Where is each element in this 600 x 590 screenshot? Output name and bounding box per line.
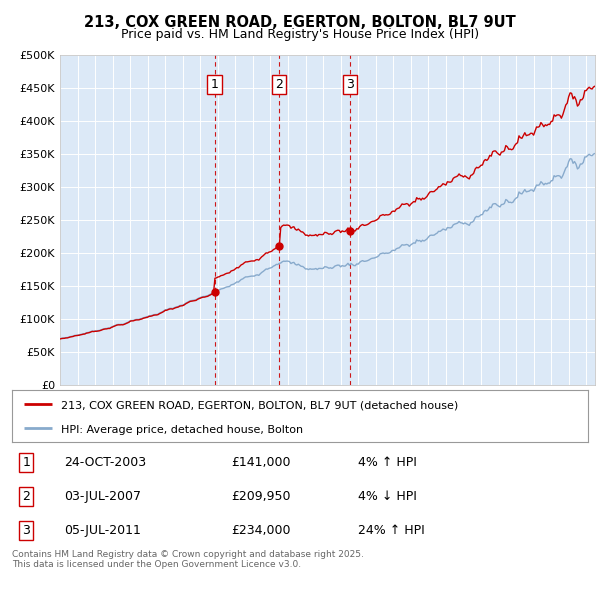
- Text: 03-JUL-2007: 03-JUL-2007: [64, 490, 141, 503]
- Text: £141,000: £141,000: [231, 456, 290, 469]
- Text: 24-OCT-2003: 24-OCT-2003: [64, 456, 146, 469]
- Text: 213, COX GREEN ROAD, EGERTON, BOLTON, BL7 9UT (detached house): 213, COX GREEN ROAD, EGERTON, BOLTON, BL…: [61, 401, 458, 411]
- Text: 4% ↓ HPI: 4% ↓ HPI: [358, 490, 416, 503]
- Text: Contains HM Land Registry data © Crown copyright and database right 2025.
This d: Contains HM Land Registry data © Crown c…: [12, 550, 364, 569]
- Text: 1: 1: [211, 78, 218, 91]
- Text: HPI: Average price, detached house, Bolton: HPI: Average price, detached house, Bolt…: [61, 425, 303, 434]
- Text: 2: 2: [275, 78, 283, 91]
- Text: 24% ↑ HPI: 24% ↑ HPI: [358, 524, 424, 537]
- Text: 2: 2: [22, 490, 31, 503]
- Text: £234,000: £234,000: [231, 524, 290, 537]
- Text: £209,950: £209,950: [231, 490, 290, 503]
- Text: 213, COX GREEN ROAD, EGERTON, BOLTON, BL7 9UT: 213, COX GREEN ROAD, EGERTON, BOLTON, BL…: [84, 15, 516, 30]
- Text: 4% ↑ HPI: 4% ↑ HPI: [358, 456, 416, 469]
- Text: 3: 3: [346, 78, 353, 91]
- Text: Price paid vs. HM Land Registry's House Price Index (HPI): Price paid vs. HM Land Registry's House …: [121, 28, 479, 41]
- Text: 05-JUL-2011: 05-JUL-2011: [64, 524, 141, 537]
- Text: 3: 3: [22, 524, 31, 537]
- Text: 1: 1: [22, 456, 31, 469]
